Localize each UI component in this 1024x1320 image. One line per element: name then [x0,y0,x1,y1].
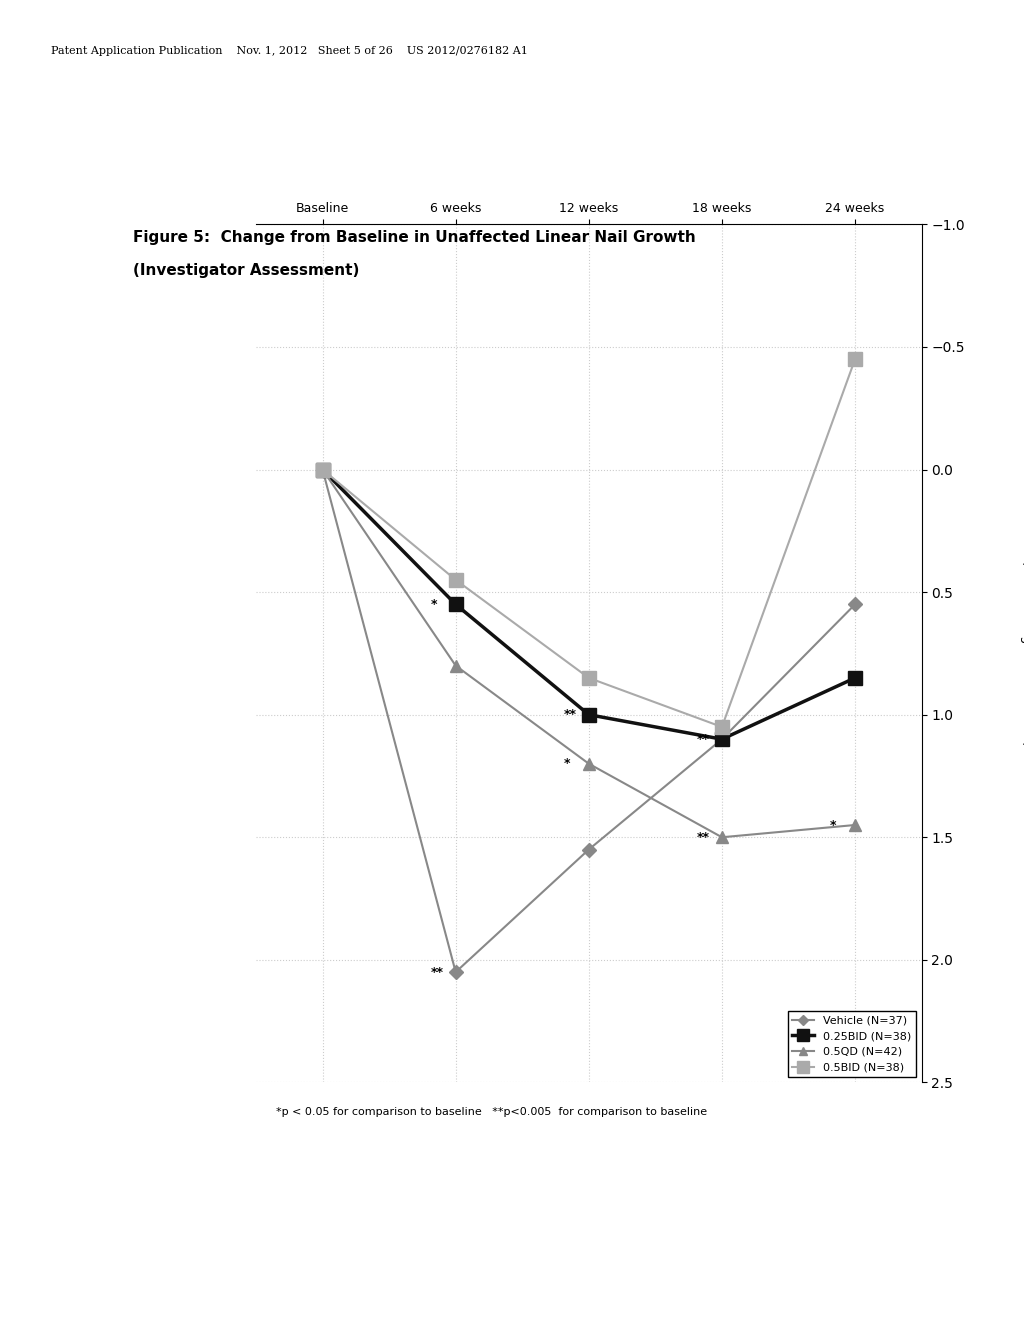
Text: *p < 0.05 for comparison to baseline   **p<0.005  for comparison to baseline: *p < 0.05 for comparison to baseline **p… [276,1107,708,1118]
Text: **: ** [697,830,710,843]
Line: 0.5QD (N=42): 0.5QD (N=42) [317,465,860,842]
Line: 0.25BID (N=38): 0.25BID (N=38) [315,462,862,746]
Line: 0.5BID (N=38): 0.5BID (N=38) [315,352,862,734]
Text: (Investigator Assessment): (Investigator Assessment) [133,263,359,279]
0.5BID (N=38) [583,671,595,686]
Y-axis label: Unaffected Nail Growth
(Mean Change from Baseline): Unaffected Nail Growth (Mean Change from… [1020,560,1024,747]
0.25BID (N=38) [450,597,462,612]
Vehicle (N=37) [583,842,595,858]
0.25BID (N=38) [716,731,728,747]
Text: Patent Application Publication    Nov. 1, 2012   Sheet 5 of 26    US 2012/027618: Patent Application Publication Nov. 1, 2… [51,46,528,57]
Vehicle (N=37) [849,597,861,612]
Legend: Vehicle (N=37), 0.25BID (N=38), 0.5QD (N=42), 0.5BID (N=38): Vehicle (N=37), 0.25BID (N=38), 0.5QD (N… [787,1011,916,1077]
0.5QD (N=42) [849,817,861,833]
0.5BID (N=38) [716,719,728,735]
0.25BID (N=38) [583,706,595,722]
Text: *: * [830,818,837,832]
0.25BID (N=38) [849,671,861,686]
0.5BID (N=38) [450,572,462,587]
Text: **: ** [431,966,443,978]
Text: **: ** [697,733,710,746]
Line: Vehicle (N=37): Vehicle (N=37) [317,465,860,977]
Text: *: * [431,598,437,611]
0.5QD (N=42) [583,756,595,772]
Vehicle (N=37) [316,462,329,478]
0.5BID (N=38) [316,462,329,478]
Vehicle (N=37) [716,731,728,747]
Vehicle (N=37) [450,964,462,979]
0.25BID (N=38) [316,462,329,478]
0.5QD (N=42) [450,657,462,673]
0.5QD (N=42) [316,462,329,478]
Text: *: * [564,758,570,770]
0.5BID (N=38) [849,351,861,367]
0.5QD (N=42) [716,829,728,845]
Text: Figure 5:  Change from Baseline in Unaffected Linear Nail Growth: Figure 5: Change from Baseline in Unaffe… [133,230,696,246]
Text: **: ** [564,709,577,721]
